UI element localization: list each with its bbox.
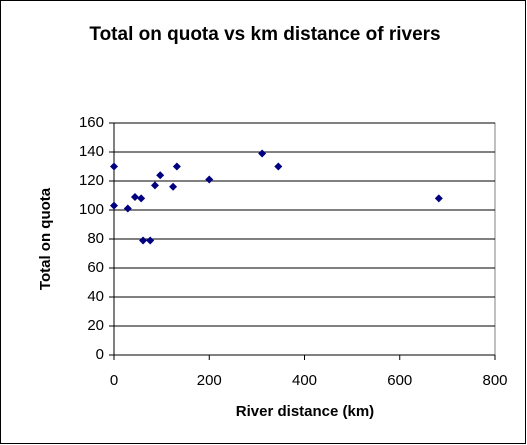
scatter-point	[274, 162, 283, 171]
x-tick-label: 600	[387, 372, 412, 389]
scatter-point	[156, 171, 165, 180]
y-tick-label: 120	[79, 172, 104, 189]
y-axis-label: Total on quota	[37, 187, 54, 290]
y-tick-label: 100	[79, 201, 104, 218]
scatter-point	[146, 236, 155, 245]
x-tick-label: 400	[292, 372, 317, 389]
y-tick-label: 40	[87, 288, 104, 305]
scatter-point	[150, 181, 159, 190]
x-tick-label: 800	[482, 372, 507, 389]
x-tick-label: 0	[110, 372, 118, 389]
x-axis-label: River distance (km)	[236, 403, 374, 420]
y-tick-label: 60	[87, 259, 104, 276]
scatter-point	[434, 194, 443, 203]
x-tick-label: 200	[197, 372, 222, 389]
y-tick-label: 160	[79, 114, 104, 131]
scatter-point	[123, 204, 132, 213]
scatter-point	[205, 175, 214, 184]
scatter-point	[110, 162, 118, 171]
chart-title: Total on quota vs km distance of rivers	[89, 24, 441, 45]
scatter-point	[169, 182, 178, 191]
scatter-point	[137, 194, 146, 203]
scatter-point	[110, 201, 118, 210]
scatter-point	[130, 192, 139, 201]
y-tick-label: 80	[87, 230, 104, 247]
scatter-point	[139, 236, 148, 245]
y-tick-label: 0	[96, 346, 104, 363]
y-tick-label: 140	[79, 143, 104, 160]
y-tick-label: 20	[87, 317, 104, 334]
scatter-point	[172, 162, 181, 171]
scatter-point	[258, 149, 267, 158]
